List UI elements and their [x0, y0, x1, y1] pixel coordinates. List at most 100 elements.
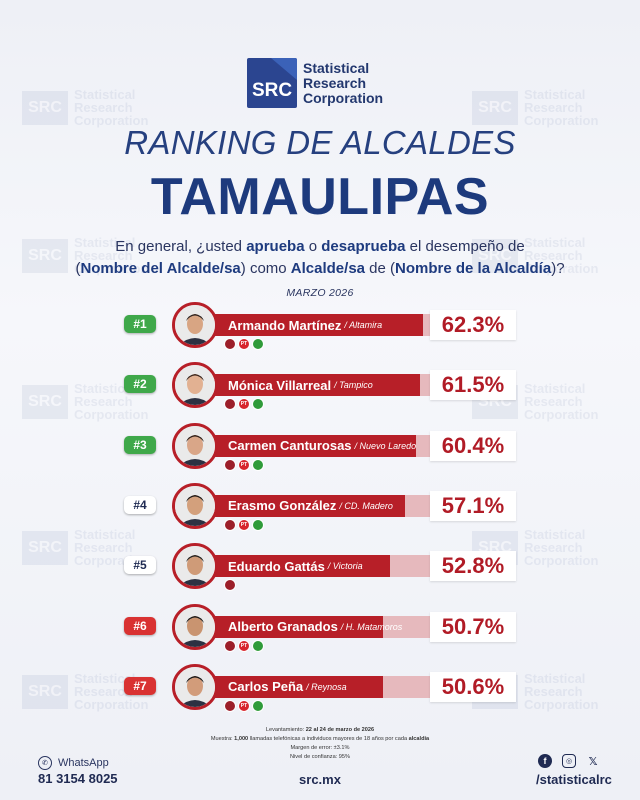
morena-party-icon: [224, 579, 236, 592]
whatsapp-icon: ✆: [38, 756, 52, 770]
party-logos: PT: [224, 699, 264, 712]
municipality-name: / H. Matamoros: [340, 621, 403, 632]
municipality-name: / Nuevo Laredo: [354, 440, 417, 451]
ranking-row: #2 Mónica Villarreal / Tampico PT 61.5%: [120, 360, 520, 412]
mayor-photo: [172, 663, 218, 710]
approval-bar: [212, 675, 383, 698]
approval-bar: [212, 314, 423, 336]
brand-logo: SRC Statistical Research Corporation: [247, 58, 383, 108]
instagram-icon[interactable]: ◎: [562, 754, 576, 768]
mayor-name: Armando Martínez: [228, 317, 342, 333]
party-logos: PT: [224, 338, 264, 350]
pt-party-icon: PT: [238, 458, 250, 471]
pt-party-icon: PT: [238, 518, 250, 531]
ranking-row: #4 Erasmo González / CD. Madero PT 57.1%: [120, 481, 520, 533]
approval-value: 50.7%: [430, 611, 516, 642]
mayor-label: Carmen Canturosas / Nuevo Laredo: [228, 436, 416, 456]
mayor-photo: [172, 302, 218, 348]
bar-track: [212, 675, 430, 698]
whatsapp-contact[interactable]: ✆ WhatsApp: [38, 756, 109, 770]
pvem-party-icon: [252, 518, 264, 531]
approval-value: 61.5%: [430, 370, 516, 401]
approval-bar: [212, 434, 416, 457]
bar-track: [212, 555, 430, 578]
pt-party-icon: PT: [238, 639, 250, 652]
bar-track: [212, 494, 430, 517]
facebook-icon[interactable]: f: [538, 754, 552, 768]
state-title: TAMAULIPAS: [150, 168, 490, 226]
morena-party-icon: [224, 458, 236, 471]
mayor-photo: [172, 603, 218, 650]
approval-value: 62.3%: [430, 310, 516, 340]
mayor-name: Carmen Canturosas: [228, 438, 352, 454]
bar-track: [212, 314, 430, 336]
approval-bar: [212, 374, 420, 397]
mayor-label: Mónica Villarreal / Tampico: [228, 375, 373, 395]
approval-bar: [212, 494, 405, 517]
morena-party-icon: [224, 338, 236, 350]
pt-party-icon: PT: [238, 398, 250, 411]
approval-value: 60.4%: [430, 430, 516, 461]
municipality-name: / Victoria: [327, 561, 363, 572]
logo-mark-text: SRC: [251, 80, 293, 101]
mayor-label: Alberto Granados / H. Matamoros: [228, 617, 402, 637]
party-logos: PT: [224, 458, 264, 471]
approval-value: 52.8%: [430, 551, 516, 582]
pt-party-icon: PT: [238, 338, 250, 350]
party-logos: PT: [224, 639, 264, 652]
survey-question: En general, ¿usted aprueba o desaprueba …: [75, 238, 565, 277]
ranking-row: #6 Alberto Granados / H. Matamoros PT 50.7%: [120, 602, 520, 654]
logo-wordmark: Statistical Research Corporation: [303, 59, 384, 106]
pvem-party-icon: [252, 338, 264, 350]
morena-party-icon: [224, 398, 236, 411]
mayor-photo: [172, 543, 218, 590]
pvem-party-icon: [252, 458, 264, 471]
party-logos: PT: [224, 398, 264, 411]
mayor-name: Erasmo González: [228, 498, 337, 514]
social-handle[interactable]: /statisticalrc: [536, 772, 612, 787]
ranking-row: #1 Armando Martínez / Altamira PT 62.3%: [120, 300, 520, 352]
rank-badge: #7: [124, 676, 156, 695]
rank-badge: #3: [124, 435, 156, 454]
survey-period: MARZO 2026: [286, 287, 354, 299]
whatsapp-label: WhatsApp: [58, 757, 109, 769]
methodology-note: Levantamiento: 22 al 24 de marzo de 2026…: [210, 727, 430, 760]
mayor-name: Alberto Granados: [228, 619, 338, 634]
morena-party-icon: [224, 699, 236, 712]
party-logos: PT: [224, 518, 264, 531]
mayor-name: Eduardo Gattás: [228, 558, 325, 574]
phone-number[interactable]: 81 3154 8025: [38, 771, 118, 786]
pvem-party-icon: [252, 398, 264, 411]
bar-track: [212, 434, 430, 457]
bar-track: [212, 374, 430, 397]
mayor-name: Carlos Peña: [228, 679, 304, 695]
party-logos: [224, 579, 236, 592]
mayor-label: Carlos Peña / Reynosa: [228, 677, 347, 697]
rank-badge: #2: [124, 375, 156, 394]
municipality-name: / Tampico: [334, 380, 373, 391]
mayor-name: Mónica Villarreal: [228, 377, 332, 393]
approval-value: 50.6%: [430, 671, 516, 702]
x-icon[interactable]: 𝕏: [588, 755, 598, 768]
approval-bar: [212, 555, 390, 578]
morena-party-icon: [224, 518, 236, 531]
pt-party-icon: PT: [238, 699, 250, 712]
logo-mark: SRC: [247, 58, 297, 108]
rank-badge: #6: [124, 616, 156, 635]
municipality-name: / CD. Madero: [339, 500, 393, 511]
mayor-photo: [172, 422, 218, 469]
municipality-name: / Reynosa: [306, 681, 347, 692]
rank-badge: #5: [124, 556, 156, 575]
approval-value: 57.1%: [430, 490, 516, 521]
mayor-label: Erasmo González / CD. Madero: [228, 496, 393, 516]
mayor-photo: [172, 482, 218, 529]
municipality-name: / Altamira: [344, 320, 383, 330]
mayor-photo: [172, 362, 218, 409]
website-link[interactable]: src.mx: [299, 772, 341, 787]
logo-word-3: Corporation: [303, 89, 384, 106]
logo-word-1: Statistical: [303, 59, 370, 76]
social-links: f ◎ 𝕏: [538, 754, 600, 768]
mayor-label: Eduardo Gattás / Victoria: [228, 556, 363, 576]
